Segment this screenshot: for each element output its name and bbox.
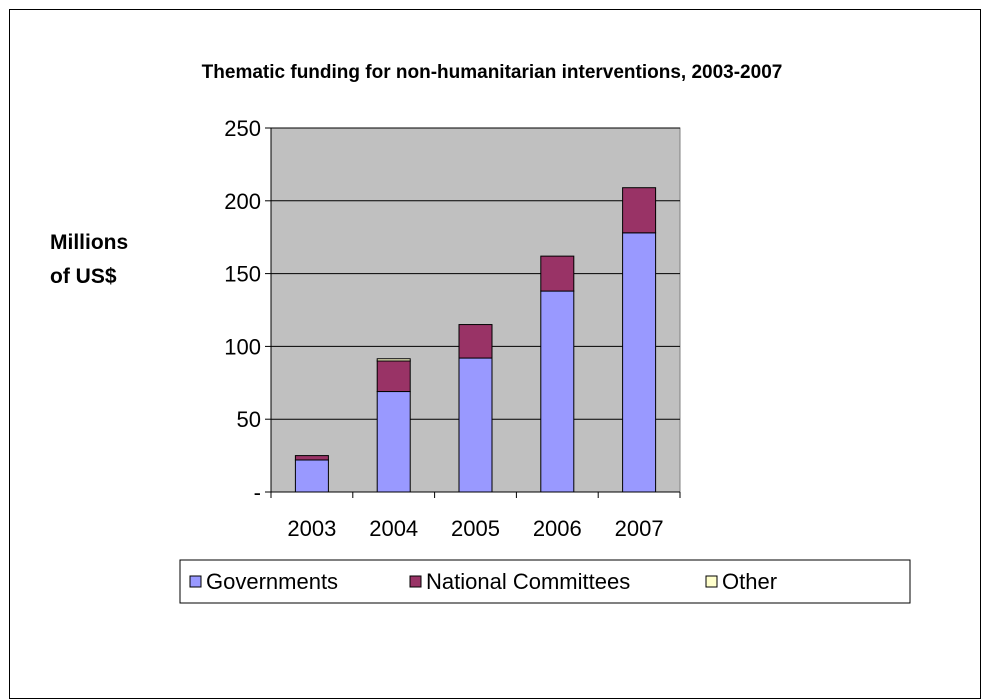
axes xyxy=(265,127,681,498)
x-tick-label: 2005 xyxy=(451,516,500,541)
y-axis-label-line-1: Millions xyxy=(50,231,128,254)
bar-governments-2004 xyxy=(376,391,411,493)
y-tick-labels: - 50 100 150 200 250 xyxy=(224,116,261,505)
bars xyxy=(294,187,657,493)
bar-governments-2005 xyxy=(458,357,493,493)
bar-national-committees-2003 xyxy=(294,455,329,461)
x-tick-label: 2007 xyxy=(615,516,664,541)
chart-title: Thematic funding for non-humanitarian in… xyxy=(202,62,783,83)
bar-governments-2007 xyxy=(622,232,657,493)
y-tick-label: 200 xyxy=(224,189,261,214)
bar-national-committees-2004 xyxy=(376,360,411,393)
legend-items: Governments National Committees Other xyxy=(189,569,777,594)
legend xyxy=(179,559,911,604)
y-axis-label-line-2: of US$ xyxy=(50,265,117,288)
y-tick-label: 150 xyxy=(224,262,261,287)
y-tick-label: 50 xyxy=(237,407,261,432)
y-tick-label: 100 xyxy=(224,334,261,359)
bar-national-committees-2005 xyxy=(458,324,493,359)
legend-label: National Committees xyxy=(426,569,630,594)
x-tick-label: 2006 xyxy=(533,516,582,541)
x-tick-label: 2004 xyxy=(369,516,418,541)
legend-swatch xyxy=(189,575,202,588)
x-tick-label: 2003 xyxy=(287,516,336,541)
legend-label: Other xyxy=(722,569,777,594)
legend-label: Governments xyxy=(206,569,338,594)
x-tick-labels: 2003 2004 2005 2006 2007 xyxy=(287,516,663,541)
y-tick-label: 250 xyxy=(224,116,261,141)
bar-national-committees-2007 xyxy=(622,187,657,234)
bar-governments-2003 xyxy=(294,459,329,493)
bar-other-2004 xyxy=(376,358,411,362)
bar-governments-2006 xyxy=(540,290,575,493)
chart-canvas: Thematic funding for non-humanitarian in… xyxy=(50,62,911,604)
y-tick-label: - xyxy=(254,480,261,505)
legend-swatch xyxy=(409,575,422,588)
legend-swatch xyxy=(705,575,718,588)
bar-national-committees-2006 xyxy=(540,255,575,292)
